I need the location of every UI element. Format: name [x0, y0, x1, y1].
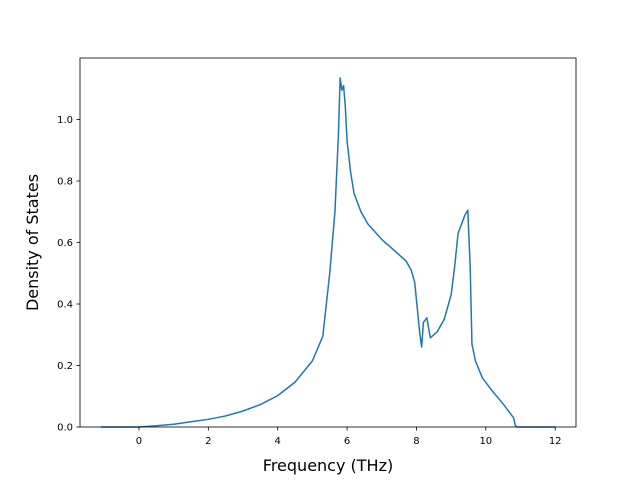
x-tick-label: 4	[275, 436, 281, 447]
y-tick-label: 0.4	[57, 300, 73, 311]
x-tick-label: 12	[549, 436, 562, 447]
x-tick-label: 8	[413, 436, 419, 447]
y-tick-label: 0.2	[57, 361, 73, 372]
x-tick-label: 0	[136, 436, 142, 447]
y-tick-label: 0.0	[57, 423, 73, 434]
plot-area	[100, 77, 556, 428]
axis-ticks: 0 2 4 6 8 10 12 0.0 0.2 0.4 0.6 0.8 1.0	[57, 115, 561, 447]
x-tick-label: 10	[479, 436, 492, 447]
y-tick-label: 0.6	[57, 238, 73, 249]
y-tick-label: 0.8	[57, 177, 73, 188]
x-axis-label: Frequency (THz)	[263, 456, 393, 475]
x-tick-label: 6	[344, 436, 350, 447]
y-tick-label: 1.0	[57, 115, 73, 126]
axes-frame	[79, 57, 577, 428]
x-tick-label: 2	[205, 436, 211, 447]
y-axis-label: Density of States	[23, 174, 42, 311]
series-line-0	[100, 77, 556, 428]
